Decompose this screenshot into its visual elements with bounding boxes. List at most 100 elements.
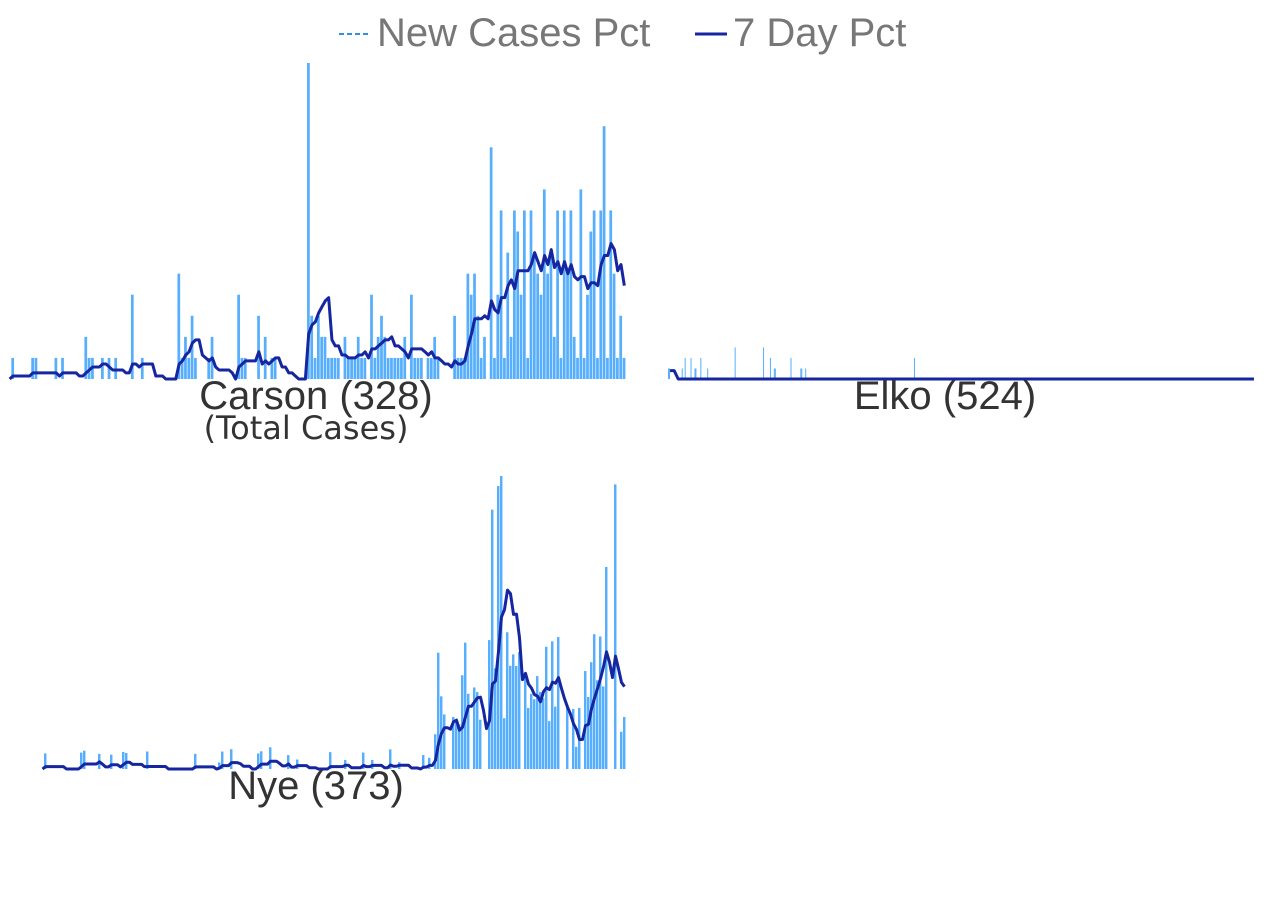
new-cases-bar	[436, 357, 440, 379]
nye-seven-day-line	[41, 588, 626, 771]
new-cases-bar	[734, 347, 736, 379]
new-cases-bar	[370, 294, 373, 379]
new-cases-bar	[519, 294, 523, 379]
new-cases-bar	[479, 357, 483, 379]
new-cases-bar	[569, 210, 573, 379]
carson-bars	[11, 63, 626, 379]
new-cases-bar	[513, 210, 516, 379]
new-cases-bar	[529, 210, 533, 379]
new-cases-bar	[773, 368, 775, 379]
new-cases-bar	[428, 757, 431, 769]
new-cases-bar	[512, 654, 515, 769]
new-cases-bar	[476, 692, 479, 769]
new-cases-bar	[323, 336, 327, 379]
new-cases-bar	[346, 357, 350, 379]
new-cases-bar	[576, 357, 579, 379]
new-cases-bar	[523, 210, 526, 379]
new-cases-bar	[101, 357, 104, 379]
new-cases-bar	[587, 696, 590, 769]
new-cases-bar	[464, 642, 467, 769]
new-cases-bar	[429, 357, 433, 379]
nye-panel-label: Nye (373)	[228, 764, 404, 808]
new-cases-bar	[582, 357, 586, 379]
panel-nye: Nye (373)	[41, 475, 626, 808]
panel-elko: Elko (524)	[668, 347, 1254, 418]
new-cases-bar	[330, 357, 334, 379]
new-cases-bar	[263, 336, 267, 379]
new-cases-bar	[476, 315, 480, 379]
legend-seven-day-label: 7 Day Pct	[733, 11, 906, 55]
new-cases-bar	[496, 294, 500, 379]
new-cases-bar	[230, 749, 233, 769]
new-cases-bar	[554, 706, 557, 769]
new-cases-bar	[539, 691, 542, 769]
new-cases-bar	[506, 632, 509, 769]
new-cases-bar	[467, 693, 470, 769]
new-cases-bar	[491, 509, 494, 769]
new-cases-bar	[329, 752, 332, 769]
new-cases-bar	[452, 716, 455, 769]
new-cases-bar	[800, 368, 802, 379]
new-cases-bar	[599, 636, 602, 769]
new-cases-bar	[503, 718, 506, 769]
new-cases-bar	[130, 294, 134, 379]
new-cases-bar	[313, 357, 317, 379]
nye-bars	[44, 475, 626, 769]
new-cases-bar	[473, 687, 476, 769]
new-cases-bar	[380, 315, 383, 379]
new-cases-bar	[533, 699, 536, 769]
new-cases-bar	[343, 336, 347, 379]
new-cases-bar	[605, 566, 608, 769]
new-cases-bar	[307, 63, 310, 379]
new-cases-bar	[548, 721, 551, 769]
new-cases-bar	[463, 357, 466, 379]
new-cases-bar	[273, 357, 277, 379]
new-cases-bar	[546, 273, 549, 379]
new-cases-bar	[493, 357, 496, 379]
new-cases-bar	[177, 273, 181, 379]
new-cases-bar	[559, 357, 563, 379]
new-cases-bar	[614, 484, 617, 769]
new-cases-bar	[599, 210, 603, 379]
new-cases-bar	[488, 640, 491, 769]
new-cases-bar	[515, 665, 518, 769]
new-cases-bar	[140, 357, 144, 379]
panel-carson: Carson (328) (Total Cases)	[8, 63, 626, 447]
new-cases-bar	[539, 294, 543, 379]
new-cases-bar	[287, 755, 290, 769]
new-cases-bar	[453, 315, 456, 379]
new-cases-bar	[317, 315, 320, 379]
new-cases-bar	[479, 719, 482, 769]
new-cases-bar	[690, 357, 692, 379]
new-cases-bar	[459, 357, 463, 379]
new-cases-bar	[668, 368, 670, 379]
new-cases-bar	[84, 336, 88, 379]
new-cases-bar	[403, 336, 407, 379]
new-cases-bar	[536, 273, 540, 379]
new-cases-bar	[373, 357, 377, 379]
new-cases-bar	[466, 273, 470, 379]
new-cases-bar	[572, 336, 576, 379]
new-cases-bar	[434, 734, 437, 769]
new-cases-bar	[622, 357, 626, 379]
new-cases-bar	[44, 753, 47, 769]
new-cases-bar	[616, 357, 619, 379]
new-cases-bar	[390, 357, 393, 379]
new-cases-bar	[194, 357, 197, 379]
new-cases-bar	[579, 189, 583, 379]
new-cases-bar	[221, 751, 224, 769]
new-cases-bar	[549, 252, 553, 379]
new-cases-bar	[61, 357, 64, 379]
new-cases-bar	[326, 357, 330, 379]
new-cases-bar	[572, 708, 575, 769]
new-cases-bar	[805, 368, 807, 379]
new-cases-bar	[383, 336, 387, 379]
new-cases-bar	[356, 336, 360, 379]
elko-seven-day-line	[670, 369, 1254, 381]
new-cases-bar	[11, 357, 15, 379]
new-cases-bar	[566, 705, 569, 769]
new-cases-bar	[489, 147, 493, 379]
new-cases-bar	[527, 707, 530, 769]
new-cases-bar	[410, 294, 413, 379]
